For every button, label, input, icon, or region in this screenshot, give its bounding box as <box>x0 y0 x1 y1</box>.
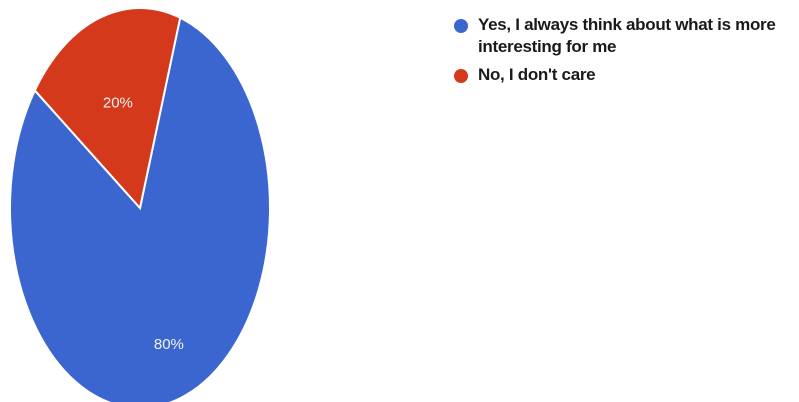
pie-label-no: 20% <box>103 94 133 111</box>
legend-label-yes: Yes, I always think about what is more i… <box>478 15 776 56</box>
legend-swatch-no <box>454 69 468 83</box>
pie-slice-yes[interactable] <box>9 16 271 402</box>
legend-item-no[interactable]: No, I don't care <box>454 64 794 86</box>
legend-item-yes[interactable]: Yes, I always think about what is more i… <box>454 14 794 58</box>
legend: Yes, I always think about what is more i… <box>454 14 794 92</box>
legend-label-no: No, I don't care <box>478 65 596 84</box>
pie-slice-no[interactable] <box>33 7 182 211</box>
pie-slice-labels: 80% 20% <box>103 94 184 353</box>
legend-swatch-yes <box>454 19 468 33</box>
pie-label-yes: 80% <box>154 336 184 353</box>
pie-slices <box>9 7 271 402</box>
